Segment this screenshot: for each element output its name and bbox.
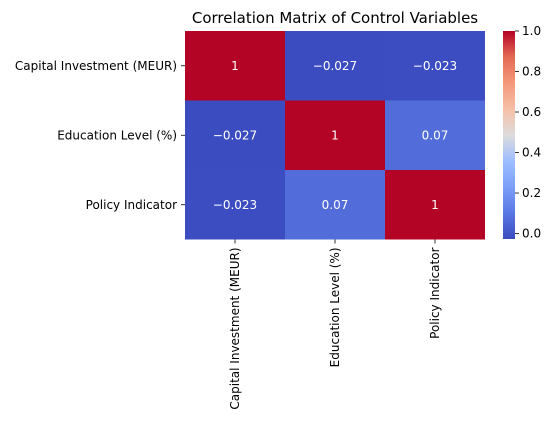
heatmap-cell (185, 31, 285, 101)
heatmap-cell (385, 170, 485, 240)
colorbar-tick-label: 1.0 (522, 24, 541, 38)
x-tick-label: Capital Investment (MEUR) (228, 248, 242, 410)
heatmap-cell-label: −0.023 (213, 198, 257, 212)
colorbar-tick-label: 0.8 (522, 65, 541, 79)
heatmap-cells (185, 31, 485, 240)
heatmap-cell (185, 100, 285, 170)
colorbar-gradient (503, 31, 515, 239)
colorbar-tick-label: 0.2 (522, 186, 541, 200)
heatmap-cell-labels: 1 −0.027 −0.023 −0.027 1 0.07 −0.023 0.07 1 (213, 59, 457, 212)
heatmap-cell (285, 100, 385, 170)
colorbar-ticks: 0.0 0.2 0.4 0.6 0.8 1.0 (515, 24, 541, 241)
heatmap-cell (385, 31, 485, 101)
y-tick-label: Policy Indicator (86, 198, 177, 212)
y-axis-ticks: Capital Investment (MEUR) Education Level… (15, 59, 185, 212)
heatmap-cell-label: −0.023 (413, 59, 457, 73)
heatmap-cell-label: 1 (331, 128, 339, 142)
y-tick-label: Capital Investment (MEUR) (15, 59, 177, 73)
heatmap-cell-label: 1 (231, 59, 239, 73)
heatmap-cell-label: −0.027 (213, 128, 257, 142)
heatmap-cell-label: 0.07 (322, 198, 349, 212)
heatmap-cell-label: 0.07 (422, 128, 449, 142)
chart-title: Correlation Matrix of Control Variables (192, 9, 478, 27)
x-tick-label: Policy Indicator (428, 247, 442, 338)
y-tick-label: Education Level (%) (57, 128, 177, 142)
heatmap-cell (285, 31, 385, 101)
heatmap-cell-label: 1 (431, 198, 439, 212)
heatmap-cell (385, 100, 485, 170)
colorbar-tick-label: 0.6 (522, 105, 541, 119)
colorbar-tick-label: 0.0 (522, 227, 541, 241)
colorbar: 0.0 0.2 0.4 0.6 0.8 1.0 (503, 24, 541, 241)
x-tick-label: Education Level (%) (328, 248, 342, 368)
x-axis-ticks: Capital Investment (MEUR) Education Level… (228, 239, 442, 410)
heatmap-cell (185, 170, 285, 240)
colorbar-tick-label: 0.4 (522, 146, 541, 160)
heatmap-cell-label: −0.027 (313, 59, 357, 73)
heatmap-cell (285, 170, 385, 240)
